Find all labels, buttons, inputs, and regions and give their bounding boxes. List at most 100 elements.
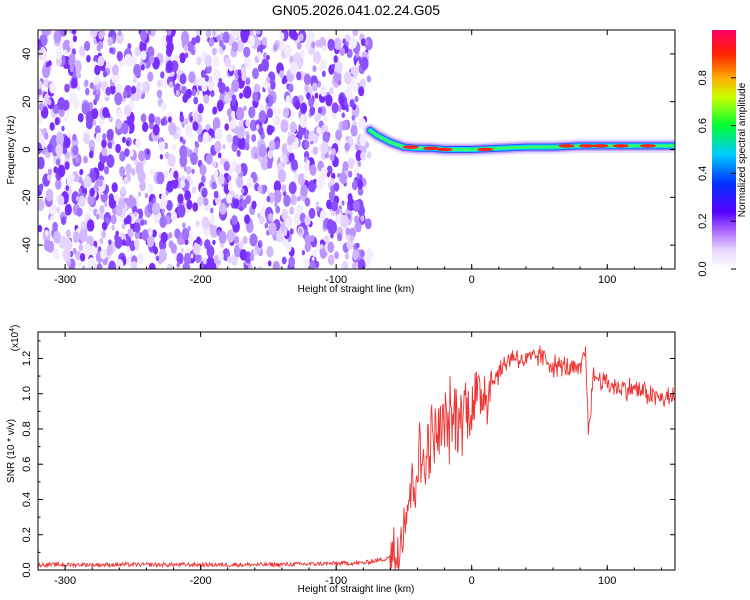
spectrogram-noise-speck xyxy=(217,152,222,159)
spectrogram-noise-speck xyxy=(148,122,154,130)
spectrogram-noise-speck xyxy=(168,240,174,249)
spectrogram-noise-speck xyxy=(141,64,145,71)
spectrogram-noise-speck xyxy=(231,79,240,93)
spectrogram-noise-speck xyxy=(360,38,366,47)
spectrogram-noise-speck xyxy=(55,48,63,60)
spectrogram-noise-speck xyxy=(125,140,130,146)
spectrogram-noise-speck xyxy=(211,181,217,190)
spectrogram-noise-speck xyxy=(179,145,188,159)
spectrogram-noise-speck xyxy=(116,51,123,62)
spectrogram-noise-speck xyxy=(71,77,78,89)
spectrogram-noise-speck xyxy=(258,110,267,123)
spectrogram-noise-speck xyxy=(180,247,184,254)
spectrogram-noise-speck xyxy=(301,250,305,256)
spectrogram-noise-speck xyxy=(181,122,185,128)
spectrogram-noise-speck xyxy=(146,149,150,155)
spectrogram-noise-speck xyxy=(188,71,196,84)
spectrogram-noise-speck xyxy=(329,87,334,95)
spectrogram-noise-speck xyxy=(222,31,230,44)
spectrogram-noise-speck xyxy=(310,234,315,242)
spectrogram-y-tick-label: -40 xyxy=(21,237,33,253)
spectrogram-noise-speck xyxy=(89,150,94,159)
spectrogram-noise-speck xyxy=(345,135,349,141)
spectrogram-noise-speck xyxy=(365,141,370,149)
spectrogram-noise-speck xyxy=(167,116,172,123)
spectrogram-noise-speck xyxy=(184,52,189,59)
spectrogram-noise-speck xyxy=(298,228,303,234)
spectrogram-noise-speck xyxy=(128,149,134,157)
spectrogram-noise-speck xyxy=(299,212,306,223)
spectrogram-noise-speck xyxy=(214,140,222,153)
spectrogram-noise-speck xyxy=(341,120,349,131)
spectrogram-noise-speck xyxy=(94,125,101,135)
spectrogram-noise-speck xyxy=(95,132,102,143)
spectrogram-noise-speck xyxy=(139,40,147,53)
spectrogram-noise-speck xyxy=(66,174,74,187)
spectrogram-noise-speck xyxy=(115,143,121,154)
spectrogram-noise-speck xyxy=(108,116,113,123)
spectrogram-noise-speck xyxy=(38,142,42,155)
spectrogram-noise-speck xyxy=(285,242,292,253)
spectrogram-noise-speck xyxy=(268,140,276,152)
spectrogram-noise-speck xyxy=(80,220,86,230)
spectrogram-noise-speck xyxy=(79,168,84,176)
spectrogram-noise-speck xyxy=(251,134,257,143)
spectrogram-noise-speck xyxy=(349,235,354,242)
spectrogram-noise-speck xyxy=(272,260,280,269)
spectrogram-noise-speck xyxy=(212,239,216,245)
spectrogram-noise-speck xyxy=(212,106,218,115)
spectrogram-noise-speck xyxy=(111,144,116,150)
spectrogram-noise-speck xyxy=(255,30,261,35)
spectrogram-noise-speck xyxy=(121,122,129,135)
spectrogram-noise-speck xyxy=(108,260,116,269)
spectrogram-noise-speck xyxy=(340,214,349,228)
spectrogram-noise-speck xyxy=(151,229,157,238)
signal-trace-peak xyxy=(558,144,575,148)
spectrogram-noise-speck xyxy=(57,164,66,178)
spectrogram-noise-speck xyxy=(236,176,244,189)
spectrogram-noise-speck xyxy=(304,215,311,226)
spectrogram-noise-speck xyxy=(239,249,247,261)
spectrogram-noise-speck xyxy=(235,163,242,174)
spectrogram-noise-speck xyxy=(190,253,194,259)
spectrogram-noise-speck xyxy=(125,163,132,174)
spectrogram-noise-speck xyxy=(38,184,44,193)
spectrogram-noise-speck xyxy=(282,229,288,237)
spectrogram-noise-speck xyxy=(291,159,298,171)
spectrogram-noise-speck xyxy=(293,172,299,181)
spectrogram-noise-speck xyxy=(168,81,174,89)
spectrogram-noise-speck xyxy=(329,153,335,162)
spectrogram-noise-speck xyxy=(360,56,369,71)
spectrogram-noise-speck xyxy=(296,71,302,81)
spectrogram-noise-speck xyxy=(63,253,67,259)
spectrogram-noise-speck xyxy=(314,54,320,63)
spectrogram-noise-speck xyxy=(106,129,114,141)
spectrogram-noise-speck xyxy=(49,82,57,94)
spectrogram-noise-speck xyxy=(133,211,138,217)
spectrogram-noise-speck xyxy=(230,111,236,119)
spectrogram-noise-speck xyxy=(246,134,250,140)
spectrogram-noise-speck xyxy=(227,256,232,264)
spectrogram-noise-speck xyxy=(316,176,325,190)
spectrogram-noise-speck xyxy=(115,230,119,237)
spectrogram-noise-speck xyxy=(312,146,318,155)
spectrogram-noise-speck xyxy=(52,248,59,259)
spectrogram-noise-speck xyxy=(69,64,75,73)
spectrogram-noise-speck xyxy=(266,76,271,83)
spectrogram-noise-speck xyxy=(347,193,353,202)
spectrogram-noise-speck xyxy=(136,82,141,88)
spectrogram-noise-speck xyxy=(191,49,196,56)
spectrogram-noise-speck xyxy=(343,71,352,85)
spectrogram-noise-speck xyxy=(148,262,156,269)
spectrogram-noise-speck xyxy=(357,161,362,167)
spectrogram-noise-speck xyxy=(218,230,227,244)
spectrogram-noise-speck xyxy=(264,222,269,229)
spectrogram-noise-speck xyxy=(197,103,204,114)
spectrogram-noise-speck xyxy=(297,173,306,186)
spectrogram-noise-speck xyxy=(292,31,299,41)
spectrogram-noise-speck xyxy=(334,251,339,259)
spectrogram-noise-speck xyxy=(231,41,239,52)
spectrogram-noise-speck xyxy=(328,220,337,235)
spectrogram-noise-speck xyxy=(83,133,90,145)
spectrogram-noise-speck xyxy=(134,222,141,233)
